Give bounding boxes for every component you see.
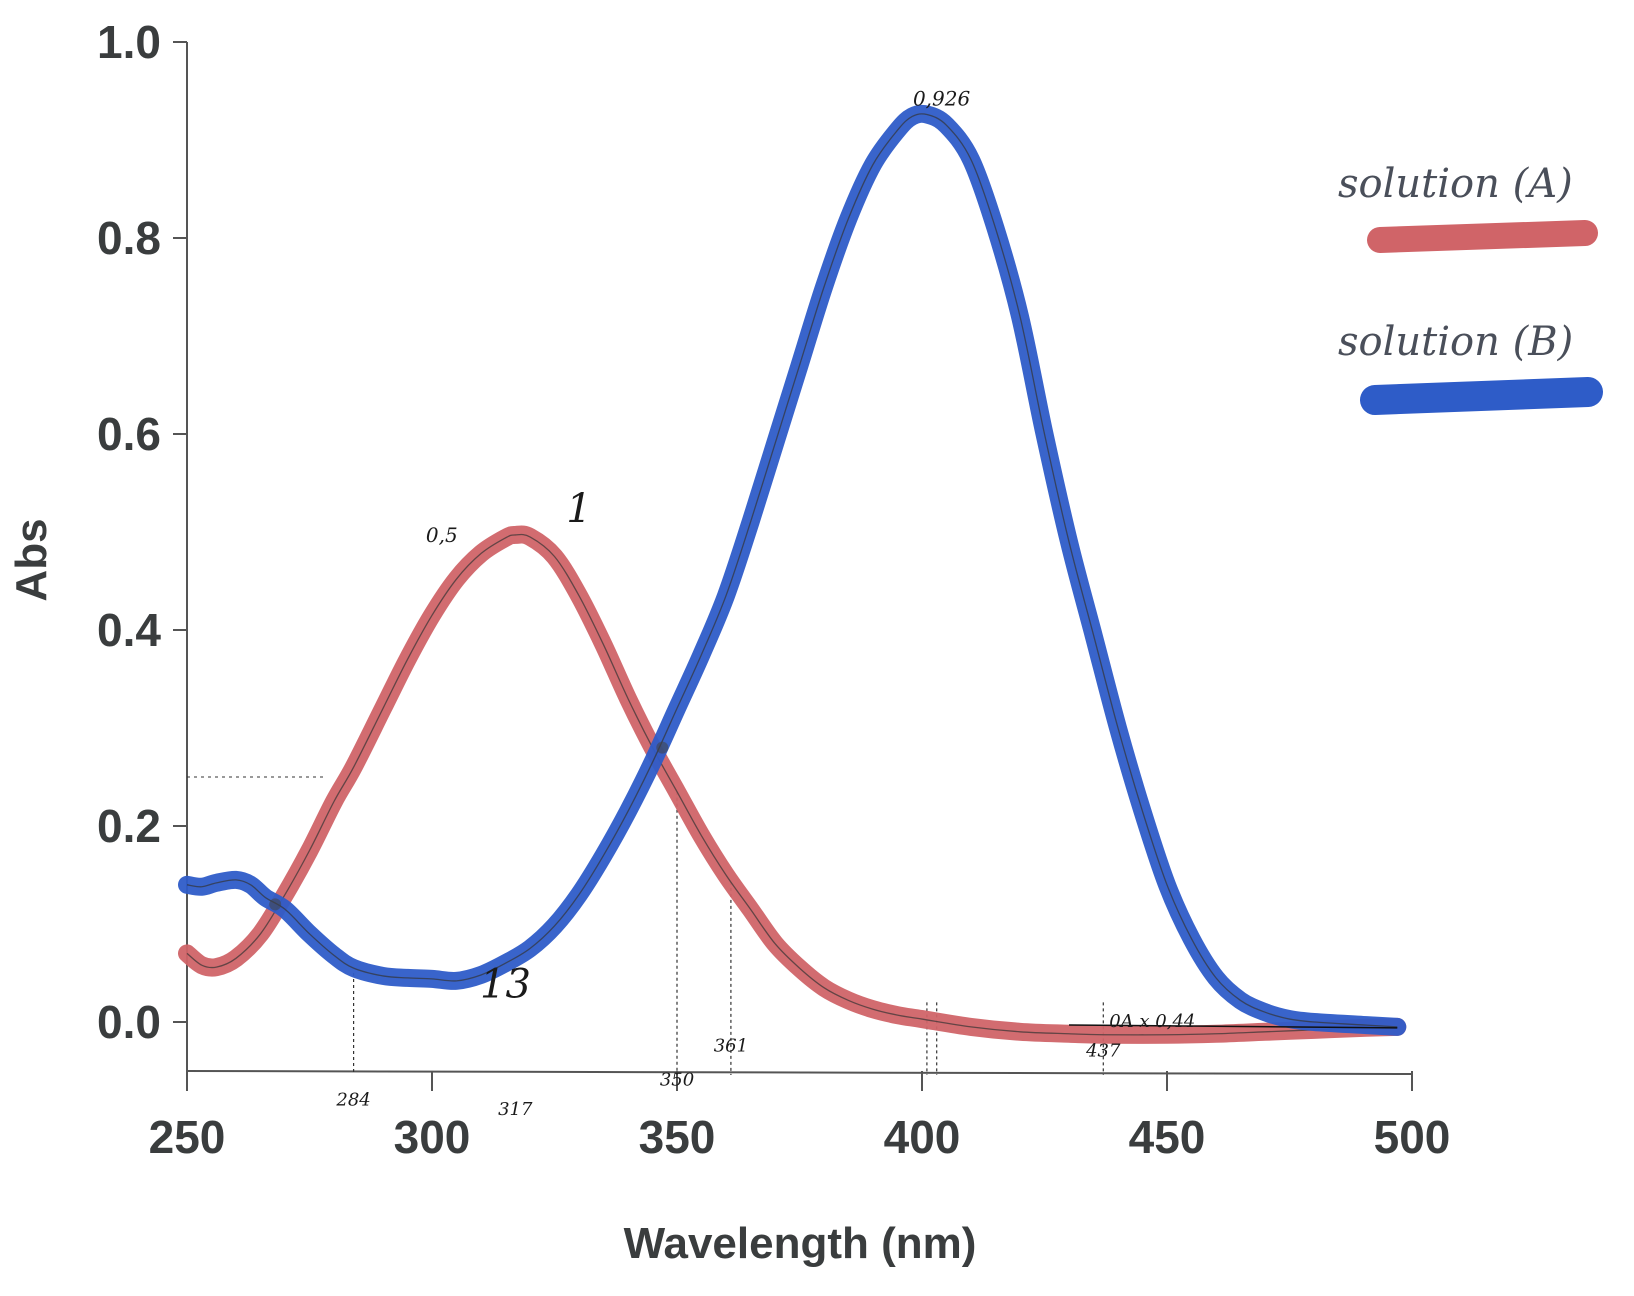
annotation-wavelength-marker: 361: [714, 1035, 748, 1056]
annotation-wavelength-marker: 437: [1085, 1040, 1121, 1061]
annotation-note: 0A x 0,44: [1109, 1011, 1195, 1032]
x-tick-label: 350: [639, 1111, 716, 1163]
annotation-wavelength-marker: 284: [335, 1089, 370, 1110]
annotation-peak-value: 0,5: [426, 523, 458, 547]
series-core-line-b: [186, 113, 1398, 1028]
y-tick-label: 0.4: [97, 604, 161, 656]
isosbestic-point: [269, 898, 282, 911]
legend-label-b: solution (B): [1338, 319, 1573, 365]
x-tick-label: 250: [149, 1111, 226, 1163]
series-line-b: [178, 104, 1407, 1036]
annotation-wavelength-marker: 350: [660, 1070, 694, 1091]
series-line-a: [178, 525, 1407, 1044]
legend: solution (A) solution (B): [1338, 161, 1603, 415]
series-group: [178, 104, 1407, 1044]
legend-swatch-a: [1367, 220, 1598, 253]
y-tick-label: 1.0: [97, 16, 161, 68]
x-tick-label: 450: [1129, 1111, 1206, 1163]
annotation-spectrum-index: 13: [480, 962, 531, 1008]
legend-swatch-b: [1360, 377, 1603, 415]
y-tick-label: 0.2: [97, 800, 161, 852]
annotation-peak-value: 0,926: [913, 87, 971, 111]
x-axis-line: [186, 1070, 1413, 1075]
isosbestic-point: [656, 741, 669, 754]
y-tick-label: 0.6: [97, 408, 161, 460]
annotation-wavelength-marker: 317: [498, 1099, 533, 1120]
x-axis-title: Wavelength (nm): [624, 1219, 977, 1268]
annotation-spectrum-index: 1: [566, 486, 591, 532]
baseline-line: [1068, 1024, 1398, 1029]
annotations: 0,926 0,5 1 13 284 317 350 361 437 0A x 0,44: [335, 87, 1195, 1120]
x-tick-label: 300: [394, 1111, 471, 1163]
x-tick-label: 500: [1374, 1111, 1451, 1163]
y-tick-label: 0.8: [97, 212, 161, 264]
x-tick-label: 400: [884, 1111, 961, 1163]
y-axis-title: Abs: [7, 518, 56, 601]
y-tick-label: 0.0: [97, 996, 161, 1048]
axes: 0.0 0.2 0.4 0.6 0.8 1.0 250 300 350 400 450 500: [97, 16, 1450, 1163]
legend-label-a: solution (A): [1338, 161, 1573, 207]
